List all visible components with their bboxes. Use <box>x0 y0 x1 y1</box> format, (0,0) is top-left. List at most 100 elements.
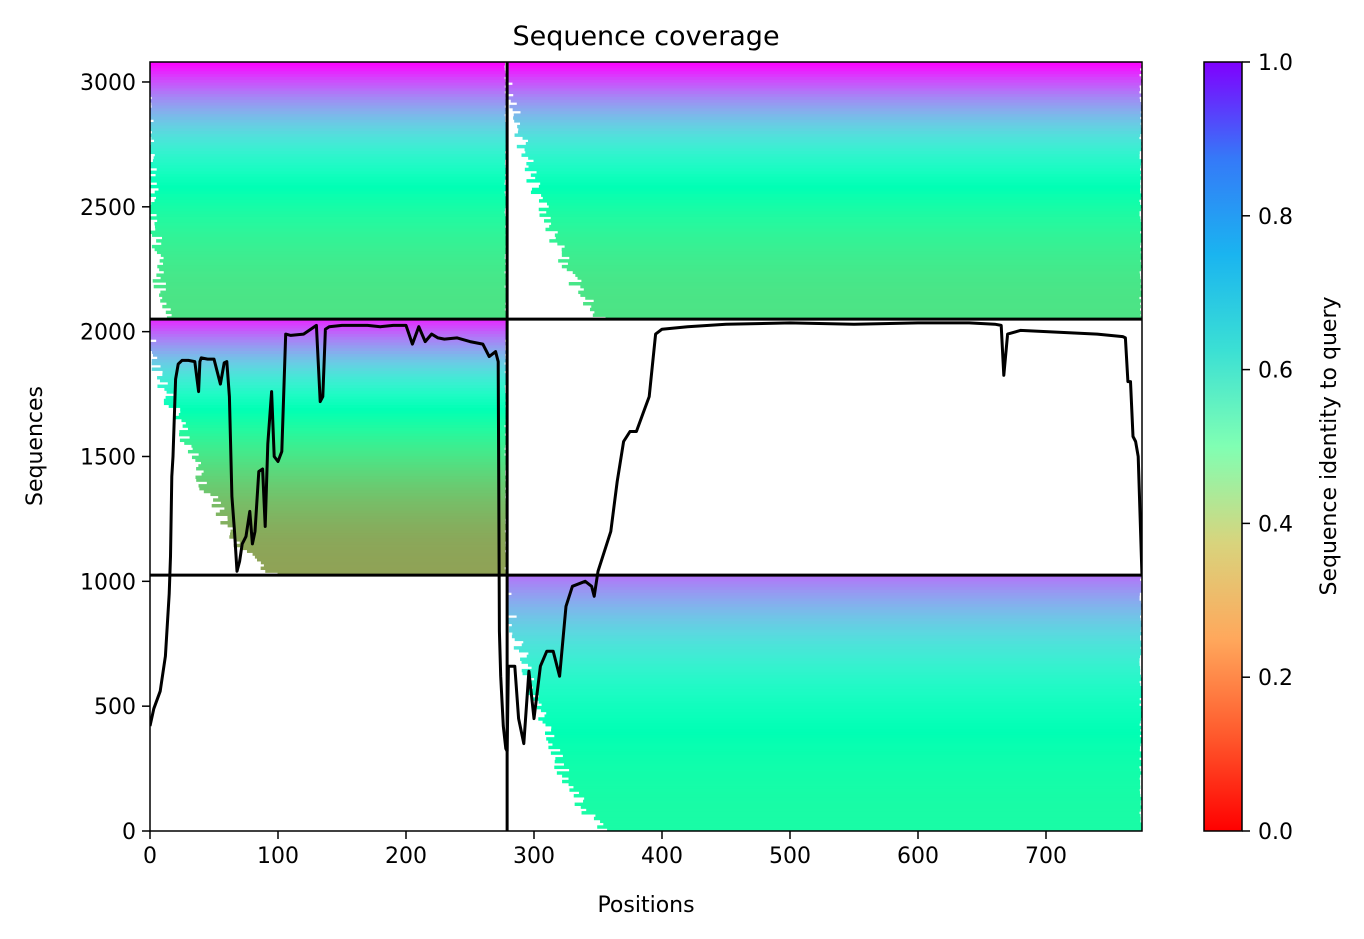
y-axis-label: Sequences <box>23 386 48 506</box>
coverage-row <box>265 569 506 573</box>
coverage-row <box>555 236 1142 240</box>
coverage-row <box>581 811 1140 815</box>
y-tick-label: 1000 <box>80 570 136 595</box>
x-axis-ticks: 0 100 200 300 400 500 600 700 <box>143 831 1067 869</box>
coverage-row <box>524 147 1142 152</box>
colorbar-label: Sequence identity to query <box>1317 296 1342 595</box>
coverage-row <box>154 247 507 252</box>
coverage-row <box>151 367 508 371</box>
coverage-row <box>527 674 1141 679</box>
coverage-row <box>155 196 507 200</box>
coverage-row <box>230 532 507 536</box>
coverage-row <box>507 606 1142 610</box>
coverage-row <box>150 330 507 334</box>
coverage-row <box>154 153 508 157</box>
coverage-row <box>526 654 1141 659</box>
coverage-row <box>507 70 1142 75</box>
coverage-row <box>180 407 506 411</box>
coverage-row <box>153 156 508 160</box>
coverage-row <box>173 393 507 397</box>
coverage-row <box>150 162 505 166</box>
coverage-row <box>516 614 1141 619</box>
coverage-row <box>533 159 1142 163</box>
coverage-row <box>150 341 506 346</box>
coverage-row <box>567 262 1141 266</box>
coverage-row <box>192 447 505 451</box>
coverage-row <box>203 469 506 474</box>
coverage-line <box>150 321 1142 753</box>
coverage-row <box>569 256 1142 260</box>
coverage-row <box>517 130 1142 135</box>
coverage-row <box>530 190 1141 195</box>
coverage-row <box>524 167 1141 172</box>
coverage-row <box>556 771 1142 775</box>
coverage-row <box>528 651 1142 656</box>
coverage-row <box>170 307 505 312</box>
coverage-row <box>578 791 1140 795</box>
coverage-row <box>150 179 505 183</box>
coverage-row <box>544 731 1142 735</box>
coverage-row <box>607 828 1142 831</box>
coverage-row <box>509 626 1141 630</box>
coverage-row <box>520 110 1141 115</box>
coverage-row <box>550 751 1142 755</box>
coverage-row <box>551 728 1141 733</box>
coverage-row <box>514 133 1141 137</box>
coverage-row <box>191 455 507 460</box>
coverage-row <box>551 222 1142 226</box>
x-tick-label: 300 <box>513 844 555 869</box>
coverage-row <box>512 107 1142 112</box>
coverage-row <box>260 566 505 570</box>
y-tick-label: 0 <box>122 820 136 845</box>
coverage-row <box>557 242 1141 246</box>
coverage-row <box>531 666 1141 670</box>
coverage-row <box>580 284 1142 289</box>
coverage-row <box>218 495 506 499</box>
coverage-row <box>206 481 507 485</box>
coverage-row <box>585 296 1140 300</box>
coverage-row <box>150 322 507 326</box>
coverage-row <box>554 759 1142 764</box>
coverage-row <box>150 62 505 66</box>
coverage-row <box>163 401 507 406</box>
coverage-row <box>507 583 1142 588</box>
coverage-row <box>520 657 1140 661</box>
coverage-row <box>246 549 506 553</box>
coverage-row <box>174 415 507 420</box>
coverage-row <box>580 805 1142 809</box>
coverage-row <box>563 762 1142 767</box>
coverage-row <box>546 202 1141 206</box>
coverage-row <box>165 282 506 286</box>
coverage-row <box>507 76 1142 80</box>
coverage-row <box>150 87 507 92</box>
coverage-row <box>507 600 1141 605</box>
coverage-row <box>569 768 1141 772</box>
coverage-row <box>521 660 1140 664</box>
coverage-row <box>522 671 1141 676</box>
coverage-row <box>254 555 507 559</box>
coverage-row <box>542 720 1141 724</box>
coverage-row <box>162 373 507 377</box>
coverage-row <box>227 518 506 522</box>
coverage-row <box>150 67 505 72</box>
coverage-row <box>151 96 506 100</box>
coverage-row <box>156 239 507 243</box>
coverage-row <box>557 230 1141 235</box>
coverage-row <box>203 489 507 494</box>
coverage-row <box>213 498 506 502</box>
block-top-right <box>507 62 1142 320</box>
y-tick-label: 1500 <box>80 445 136 470</box>
coverage-row <box>160 290 506 295</box>
coverage-row <box>150 344 506 349</box>
coverage-row <box>516 144 1142 149</box>
coverage-row <box>527 688 1142 693</box>
y-axis-ticks: 0 500 1000 1500 2000 2500 3000 <box>80 71 150 845</box>
x-tick-label: 700 <box>1025 844 1067 869</box>
coverage-row <box>161 242 507 246</box>
coverage-row <box>595 813 1141 818</box>
coverage-row <box>534 677 1142 681</box>
coverage-row <box>151 350 507 354</box>
coverage-row <box>150 70 506 75</box>
coverage-row <box>156 213 506 217</box>
